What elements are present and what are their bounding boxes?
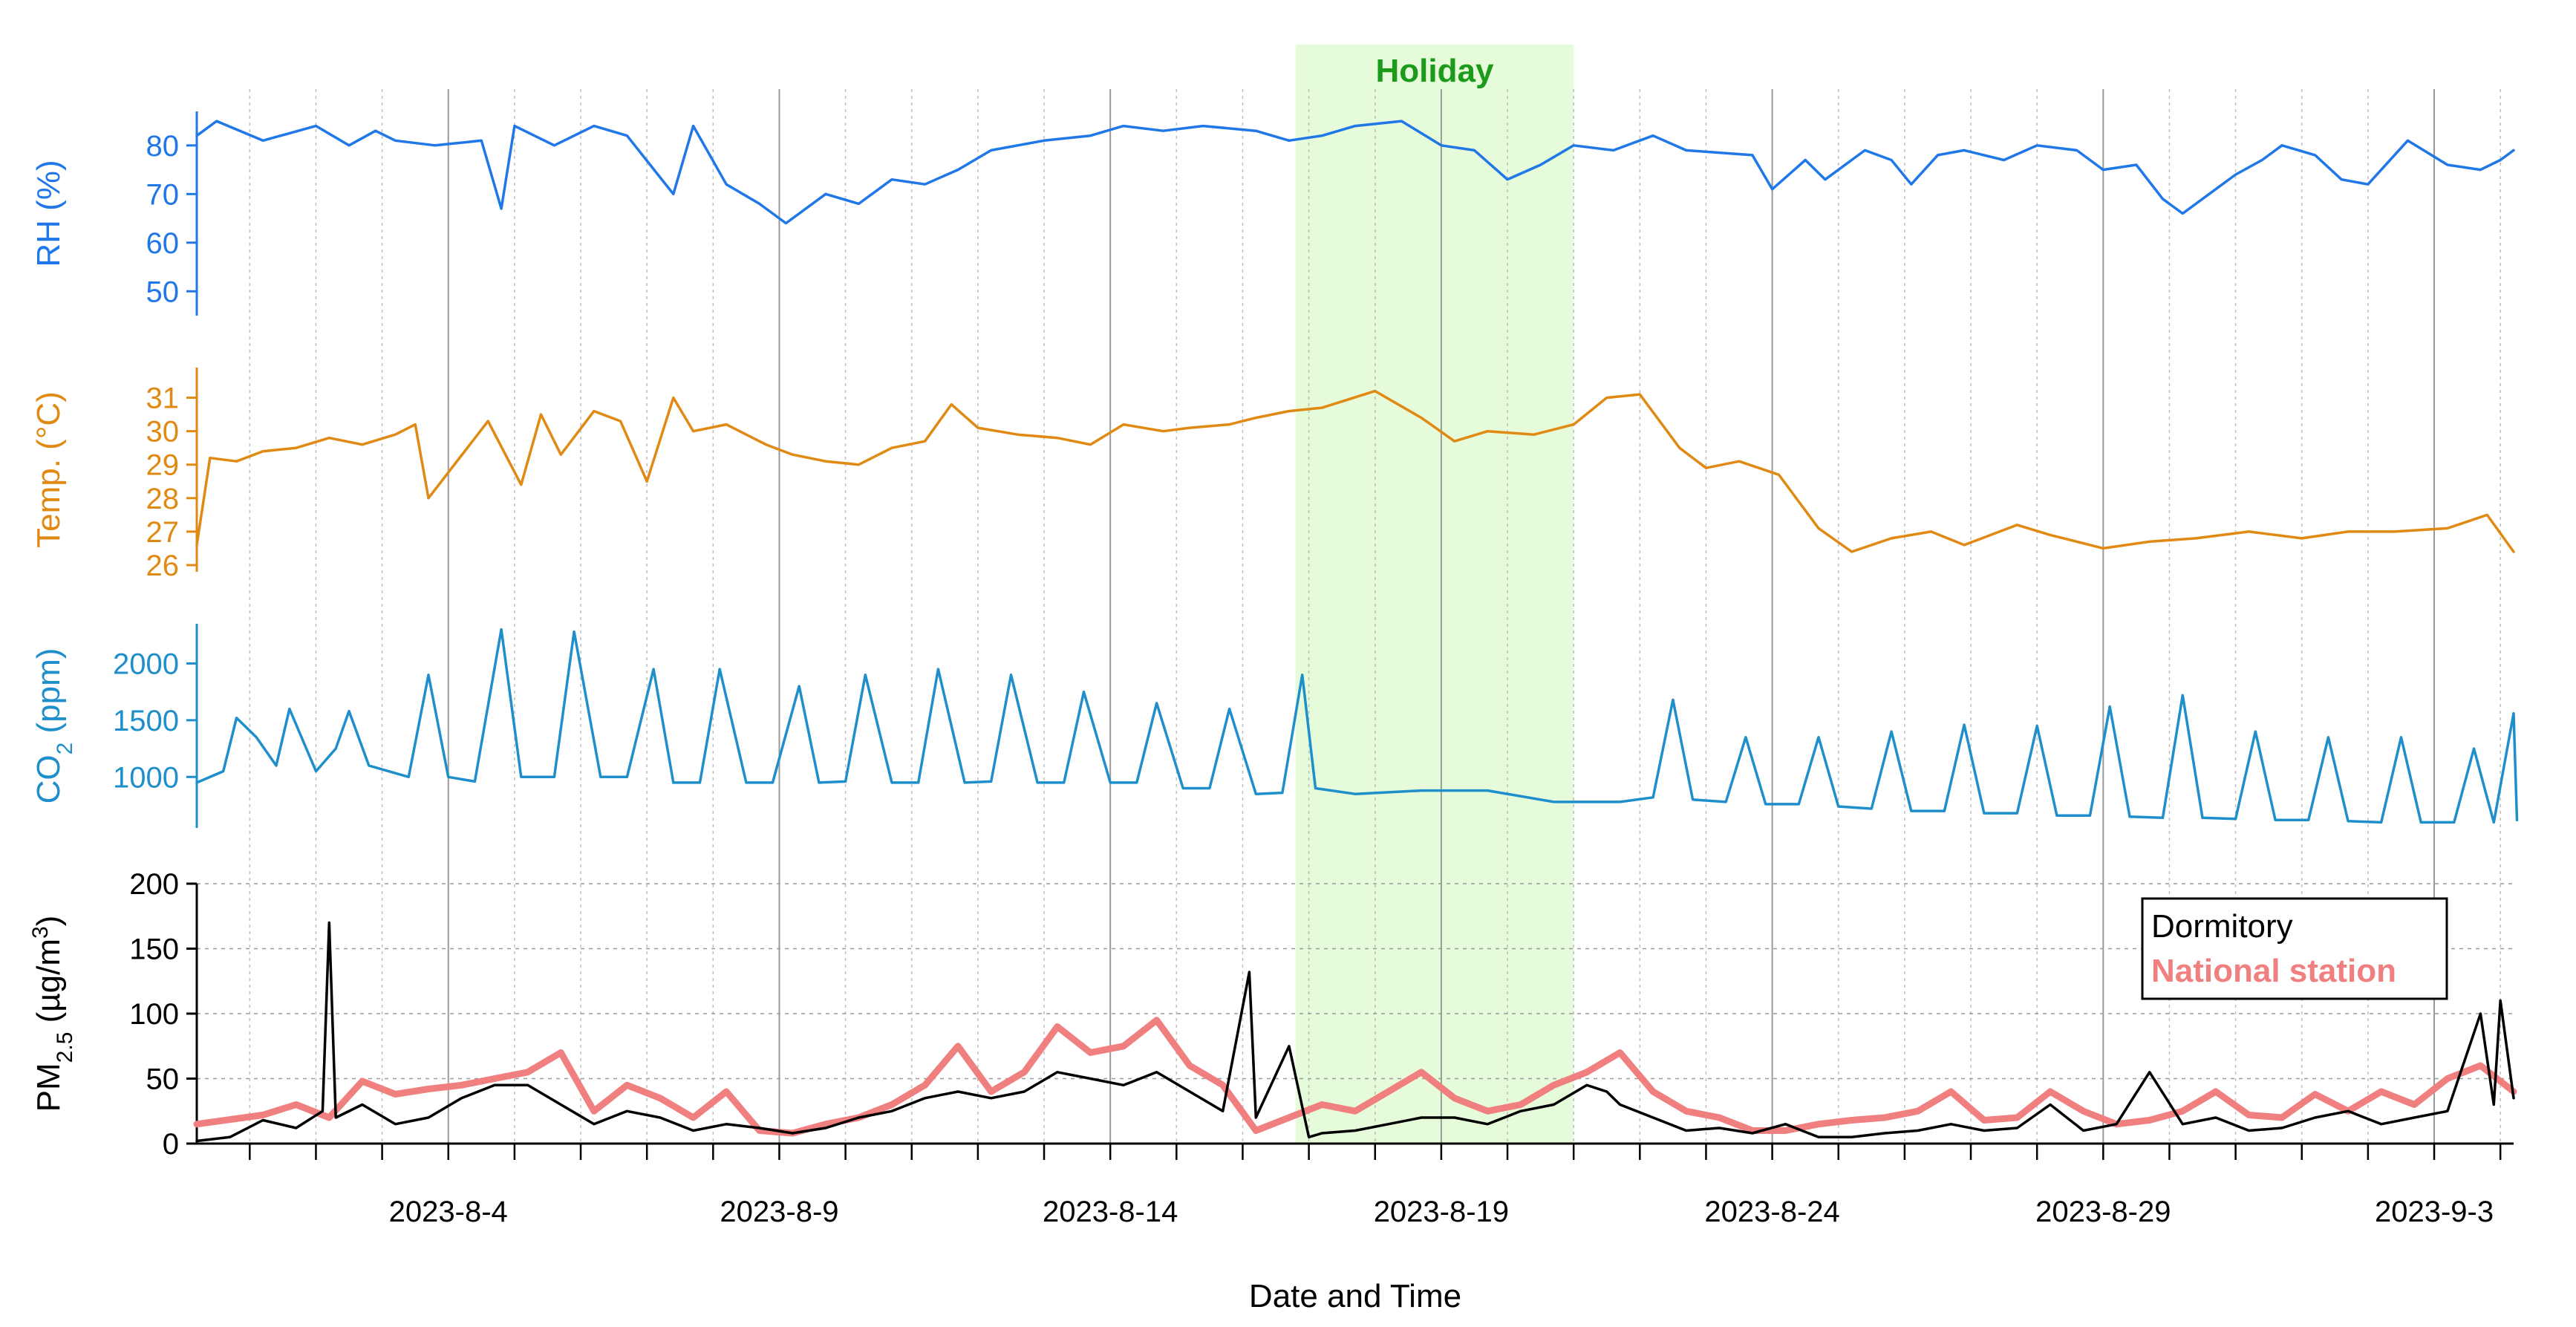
y-tick-label: 50 (146, 1063, 180, 1096)
legend: Dormitory National station (2141, 897, 2448, 1000)
x-tick-label: 2023-8-4 (389, 1196, 508, 1228)
y-tick-label: 70 (146, 178, 180, 211)
y-tick-label: 27 (146, 516, 180, 549)
y-tick-label: 30 (146, 416, 180, 449)
y-tick-label: 80 (146, 130, 180, 163)
x-tick-label: 2023-8-9 (720, 1196, 838, 1228)
pm-y-axis-title: PM2.5 (µg/m3) (28, 916, 77, 1112)
x-tick-label: 2023-8-19 (1374, 1196, 1509, 1228)
y-tick-label: 50 (146, 275, 180, 308)
rh-panel: 50 60 70 80 RH (%) (30, 111, 2515, 316)
y-tick-label: 0 (163, 1128, 179, 1161)
x-tick-label: 2023-8-14 (1043, 1196, 1178, 1228)
x-tick-label: 2023-8-24 (1704, 1196, 1839, 1228)
series-line-co2 (195, 627, 2519, 824)
x-axis-title: Date and Time (1249, 1278, 1461, 1314)
holiday-label: Holiday (1376, 53, 1494, 89)
legend-box (2141, 897, 2448, 1000)
pm25-panel: 0 50 100 150 200 PM2.5 (µg/m3) (28, 868, 2517, 1161)
series-line-temp (195, 389, 2515, 553)
series-line-national-station (193, 1017, 2517, 1137)
x-axis: 2023-8-4 2023-8-9 2023-8-14 2023-8-19 2023-8… (249, 1144, 2502, 1314)
y-tick-label: 150 (129, 933, 179, 966)
holiday-shading (1295, 45, 1574, 1144)
y-tick-label: 100 (129, 998, 179, 1031)
y-tick-label: 26 (146, 550, 180, 582)
y-tick-label: 1000 (113, 761, 179, 794)
holiday-band: Holiday (1295, 45, 1574, 1144)
y-tick-label: 60 (146, 227, 180, 260)
series-line-rh (195, 120, 2515, 225)
temp-y-axis-title: Temp. (°C) (30, 391, 67, 548)
y-tick-label: 29 (146, 449, 180, 482)
y-tick-label: 200 (129, 868, 179, 901)
x-tick-label: 2023-8-29 (2035, 1196, 2171, 1228)
legend-entry-dormitory: Dormitory (2151, 908, 2293, 945)
rh-y-axis-title: RH (%) (30, 160, 67, 267)
vertical-grid (249, 89, 2501, 1144)
co2-y-axis-title: CO2 (ppm) (30, 648, 77, 804)
y-tick-label: 1500 (113, 705, 179, 737)
y-tick-label: 31 (146, 382, 180, 415)
y-tick-label: 28 (146, 483, 180, 515)
y-tick-label: 2000 (113, 648, 179, 680)
co2-panel: 1000 1500 2000 CO2 (ppm) (30, 624, 2519, 828)
x-tick-label: 2023-9-3 (2375, 1196, 2494, 1228)
legend-entry-national-station: National station (2151, 953, 2396, 989)
series-line-dormitory (195, 921, 2515, 1143)
